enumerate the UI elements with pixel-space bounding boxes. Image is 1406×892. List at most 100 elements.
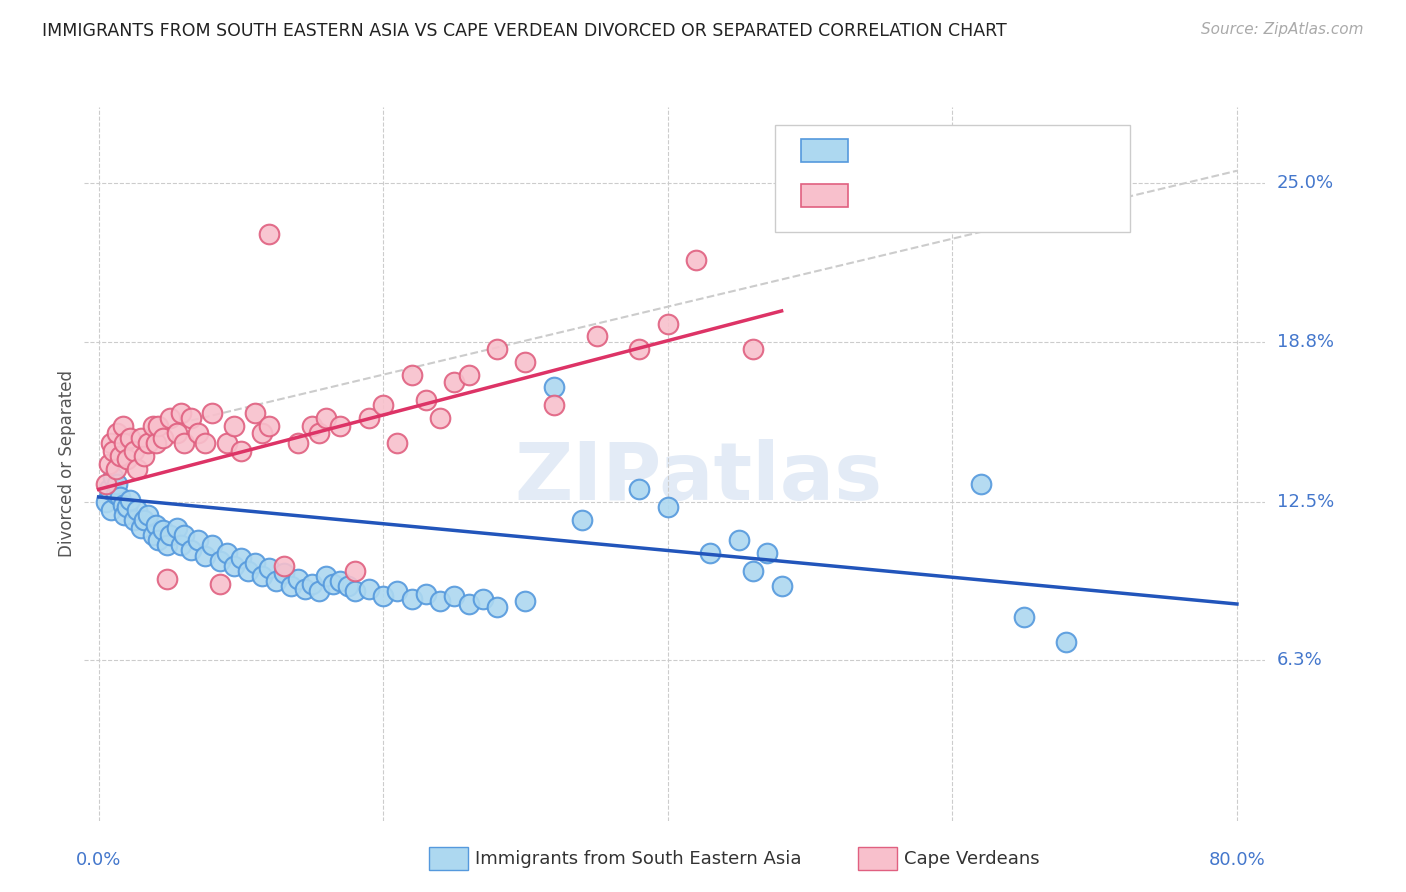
Point [294,582,316,596]
Point [148,418,170,433]
Y-axis label: Divorced or Separated: Divorced or Separated [58,370,76,558]
Text: 6.3%: 6.3% [1277,651,1322,669]
Point [159,411,181,425]
Point [742,342,765,356]
Point [329,574,352,588]
Point [543,380,565,394]
Point [145,436,167,450]
Text: 0.0%: 0.0% [76,851,121,869]
Point [657,317,679,331]
Point [173,436,195,450]
Point [429,411,451,425]
FancyBboxPatch shape [775,125,1129,232]
Text: Source: ZipAtlas.com: Source: ZipAtlas.com [1201,22,1364,37]
Point [301,576,323,591]
Bar [801,184,848,207]
Point [585,329,607,343]
Point [571,513,593,527]
Point [166,426,188,441]
Point [543,398,565,412]
Point [111,498,134,512]
Point [122,513,145,527]
Point [118,492,141,507]
Point [187,426,209,441]
Point [415,587,437,601]
Point [115,500,138,515]
Point [94,495,117,509]
Point [280,579,302,593]
Point [401,591,423,606]
Point [770,579,793,593]
Text: Immigrants from South Eastern Asia: Immigrants from South Eastern Asia [475,849,801,868]
Point [229,551,252,566]
Point [173,528,195,542]
Point [742,564,765,578]
Point [187,533,209,548]
Point [194,549,217,563]
Point [273,558,295,573]
Point [134,449,156,463]
Point [148,533,170,548]
Point [129,431,152,445]
Point [112,436,135,450]
Point [457,368,479,382]
Point [259,418,281,433]
Point [357,582,380,596]
Point [401,368,423,382]
Point [1054,635,1077,649]
Point [97,483,120,497]
Point [115,451,138,466]
Point [166,520,188,534]
Point [273,566,295,581]
Point [236,564,259,578]
Point [138,508,160,522]
Point [194,436,217,450]
Point [108,449,131,463]
Point [628,483,651,497]
Point [101,469,124,483]
Point [94,477,117,491]
Point [145,518,167,533]
Point [515,355,537,369]
Point [259,227,281,242]
Point [208,576,231,591]
Point [129,520,152,534]
Point [104,487,127,501]
Point [229,444,252,458]
Point [308,426,330,441]
Point [222,558,245,573]
Point [259,561,281,575]
Point [201,406,224,420]
Point [457,597,479,611]
Point [152,431,174,445]
Point [657,500,679,515]
Point [118,431,141,445]
Point [336,579,359,593]
Point [180,411,202,425]
Text: 12.5%: 12.5% [1277,493,1334,511]
Text: R = -0.248   N = 71: R = -0.248 N = 71 [863,142,1070,160]
Point [628,342,651,356]
Point [215,436,238,450]
Point [111,418,134,433]
Point [485,599,508,614]
Point [180,543,202,558]
Point [222,418,245,433]
Point [343,564,366,578]
Point [134,513,156,527]
Point [287,572,309,586]
Text: IMMIGRANTS FROM SOUTH EASTERN ASIA VS CAPE VERDEAN DIVORCED OR SEPARATED CORRELA: IMMIGRANTS FROM SOUTH EASTERN ASIA VS CA… [42,22,1007,40]
Point [387,584,409,599]
Point [243,406,266,420]
Point [443,590,465,604]
Point [756,546,779,560]
Point [322,576,344,591]
Point [266,574,288,588]
Point [125,462,148,476]
Point [156,538,179,552]
Point [108,490,131,504]
Text: ZIPatlas: ZIPatlas [515,439,883,517]
Text: 18.8%: 18.8% [1277,333,1333,351]
Point [105,477,128,491]
Point [373,590,395,604]
